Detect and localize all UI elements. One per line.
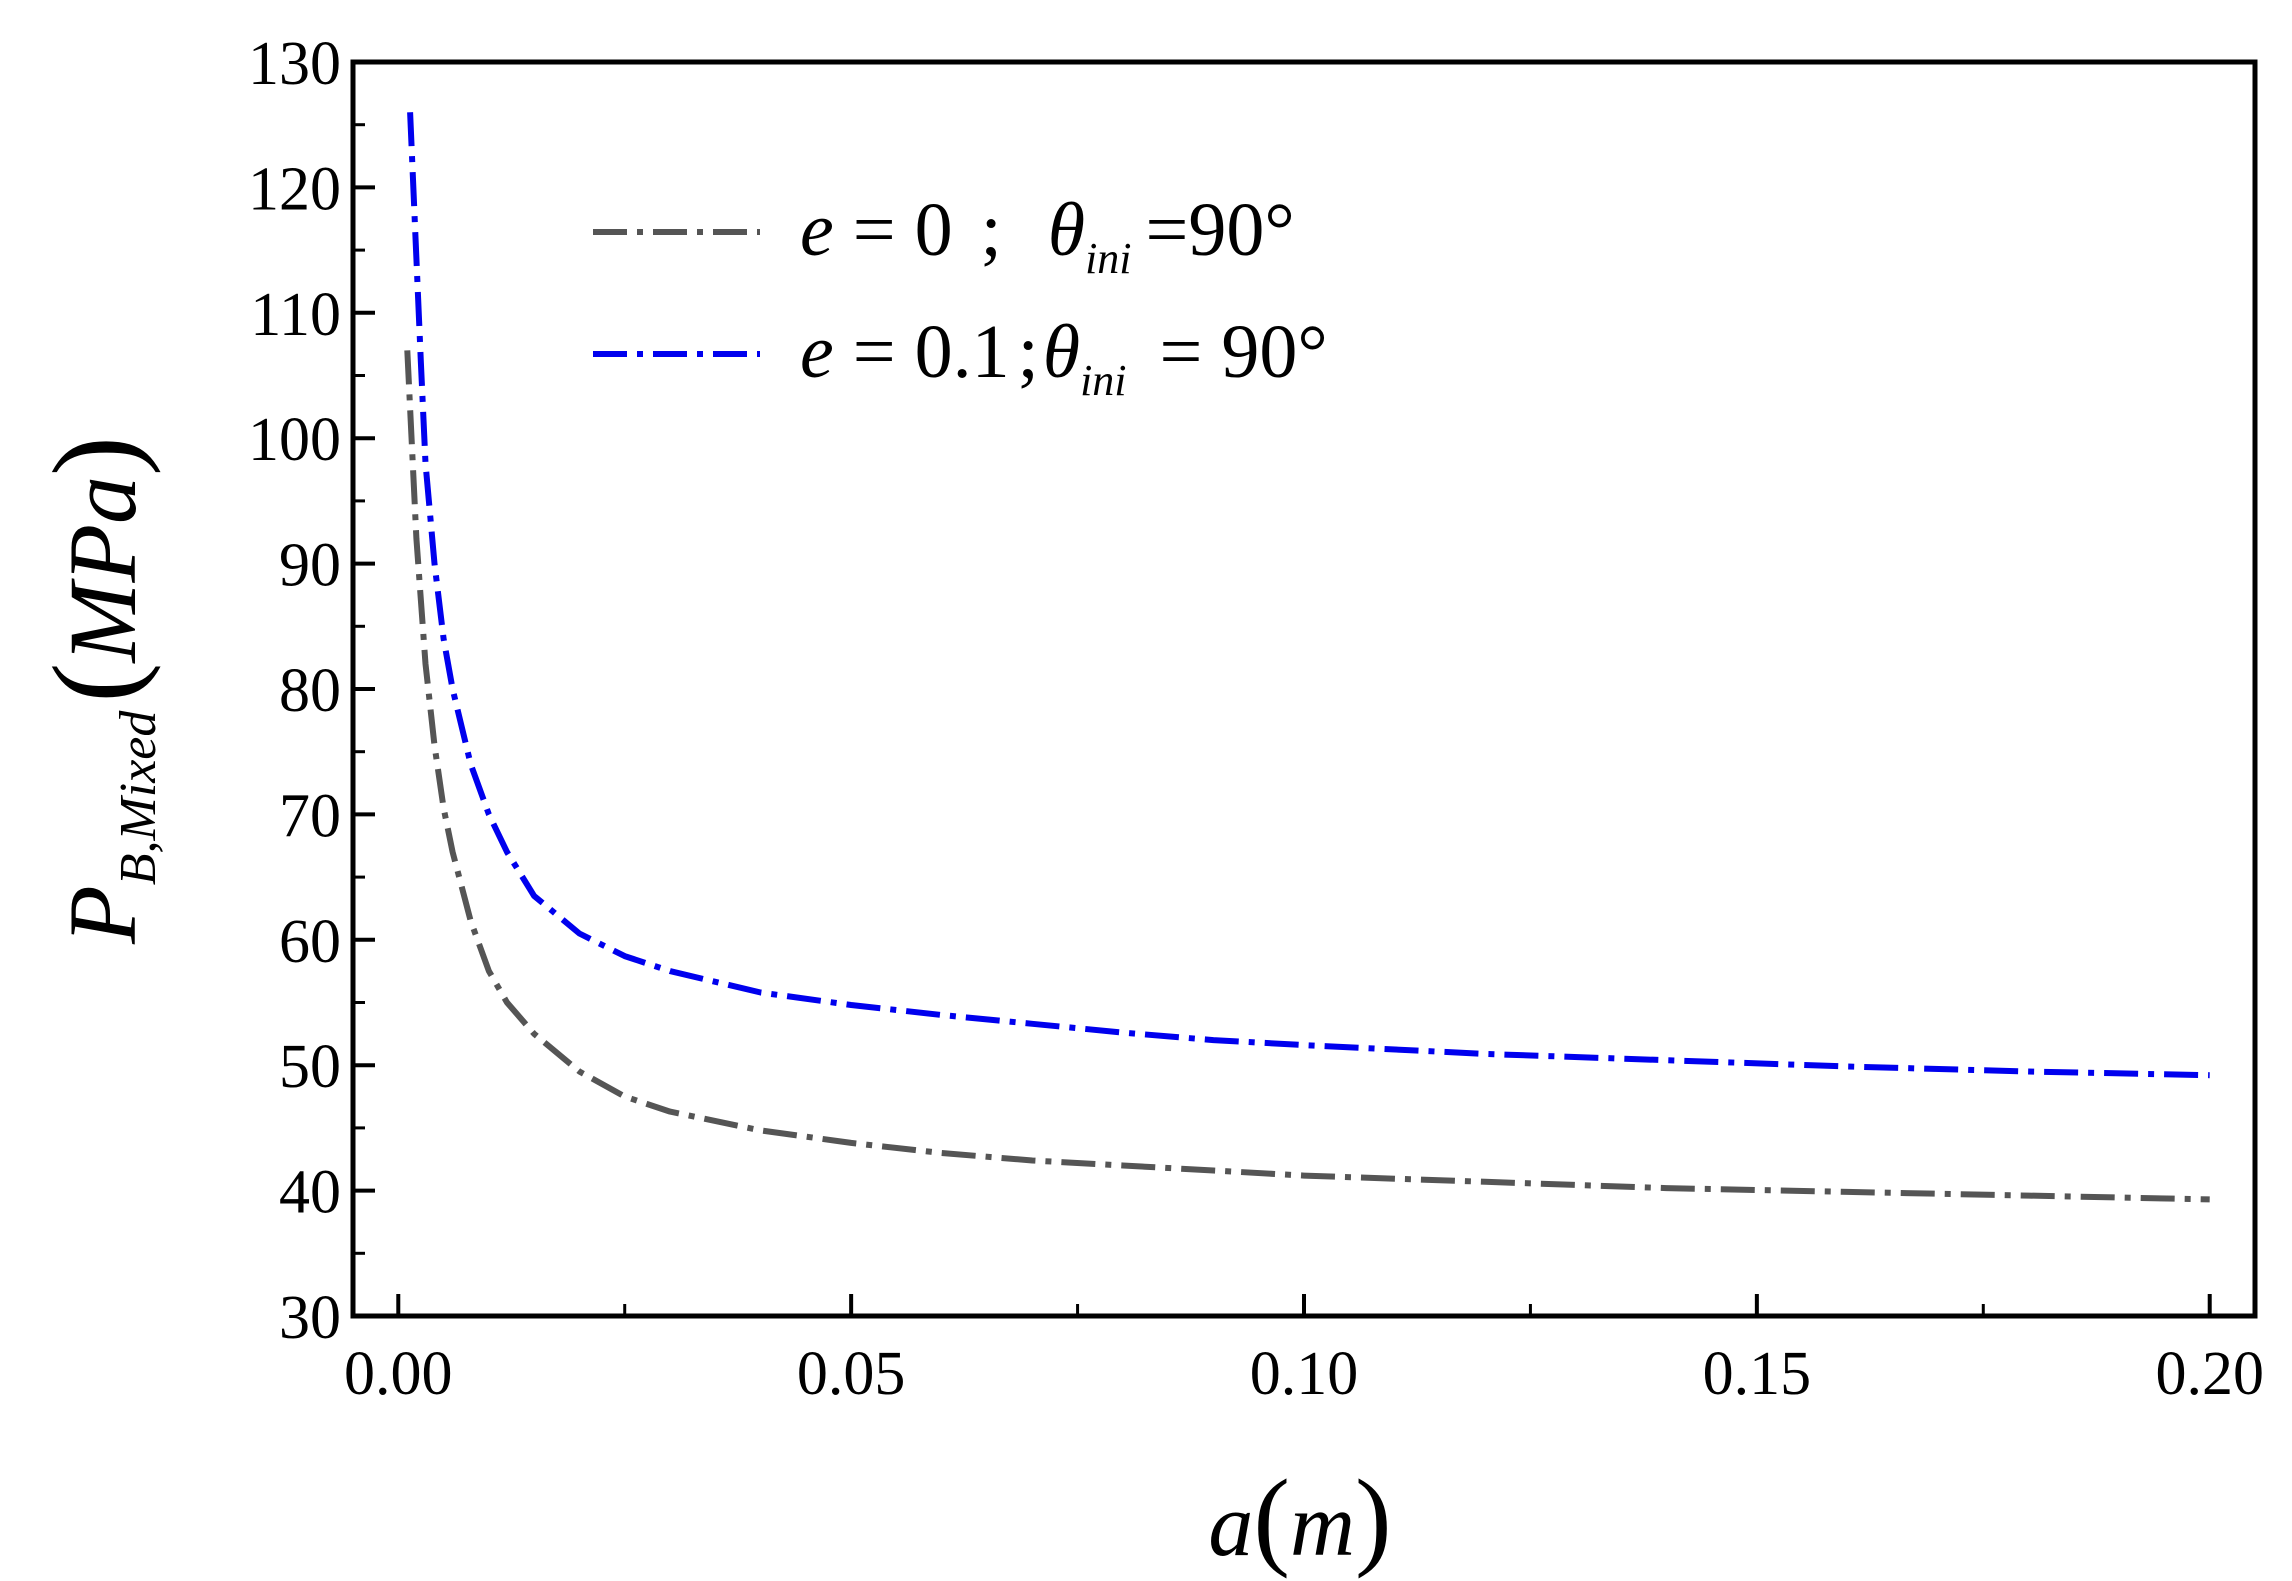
x-tick-label-1: 0.05 — [797, 1340, 906, 1408]
y-tick-label-10: 130 — [248, 30, 341, 98]
legend-2-eq: = — [834, 310, 915, 394]
legend-1-value: 90° — [1188, 188, 1294, 272]
legend-1-theta-sub: ini — [1085, 234, 1131, 283]
svg-text:e = 0;θini=90°: e = 0; θini =90° — [800, 188, 1295, 283]
y-axis-title: PB,Mixed (MPa) — [28, 436, 167, 945]
legend-2-e-value: 0.1 — [915, 310, 1010, 394]
series-line-1 — [404, 350, 2210, 1203]
y-tick-label-7: 100 — [248, 406, 341, 474]
y-axis-ticks: 30 40 50 60 70 80 90 100 110 120 130 — [248, 30, 375, 1352]
y-tick-label-0: 30 — [279, 1284, 341, 1352]
legend-entry-2: e = 0.1 ;θini = 90° — [593, 310, 1328, 405]
x-axis-unit: m — [1290, 1476, 1355, 1575]
x-axis-title: a(m) — [1208, 1457, 1391, 1579]
y-axis-unit: MPa — [49, 476, 156, 665]
legend: e = 0; θini =90° e = 0.1 ;θini = 90° — [593, 188, 1328, 405]
y-tick-label-5: 80 — [279, 657, 341, 725]
series-layer — [404, 112, 2210, 1203]
y-tick-label-2: 50 — [279, 1033, 341, 1101]
legend-1-sep: ; — [981, 188, 1002, 272]
legend-1-eq2: = — [1146, 188, 1189, 272]
svg-text:PB,Mixed(MPa): PB,Mixed (MPa) — [28, 436, 167, 945]
x-tick-label-2: 0.10 — [1250, 1340, 1359, 1408]
legend-2-sep: ; — [1018, 310, 1039, 394]
legend-1-theta: θ — [1048, 188, 1085, 272]
y-tick-label-6: 90 — [279, 532, 341, 600]
legend-2-value: 90° — [1221, 310, 1327, 394]
legend-1-e-value: 0 — [915, 188, 953, 272]
y-tick-label-8: 110 — [250, 281, 341, 349]
svg-text:e = 0.1;θini = 90°: e = 0.1 ;θini = 90° — [800, 310, 1328, 405]
legend-2-eq2: = — [1141, 310, 1222, 394]
series-line-2 — [407, 112, 2210, 1079]
x-axis-open-paren: ( — [1253, 1457, 1290, 1579]
x-tick-label-3: 0.15 — [1703, 1340, 1812, 1408]
x-tick-label-4: 0.20 — [2155, 1340, 2264, 1408]
y-axis-subscript: B,Mixed — [110, 710, 167, 886]
x-tick-label-0: 0.00 — [344, 1340, 453, 1408]
y-axis-symbol: P — [49, 885, 156, 945]
plot-frame — [350, 59, 2258, 1319]
legend-2-theta: θ — [1043, 310, 1080, 394]
legend-1-eq: = — [834, 188, 915, 272]
legend-entry-1: e = 0; θini =90° — [593, 188, 1295, 283]
x-axis-close-paren: ) — [1355, 1457, 1392, 1579]
y-tick-label-4: 70 — [279, 782, 341, 850]
y-tick-label-9: 120 — [248, 155, 341, 223]
y-axis-open-paren: ( — [28, 663, 161, 703]
x-axis-variable: a — [1208, 1476, 1253, 1575]
y-tick-label-1: 40 — [279, 1159, 341, 1227]
legend-1-e-symbol: e — [800, 188, 834, 272]
x-axis-ticks: 0.00 0.05 0.10 0.15 0.20 — [344, 1294, 2264, 1408]
legend-2-theta-sub: ini — [1080, 356, 1126, 405]
svg-text:a(m): a(m) — [1208, 1457, 1391, 1579]
legend-2-e-symbol: e — [800, 310, 834, 394]
y-tick-label-3: 60 — [279, 908, 341, 976]
y-axis-close-paren: ) — [28, 436, 161, 476]
